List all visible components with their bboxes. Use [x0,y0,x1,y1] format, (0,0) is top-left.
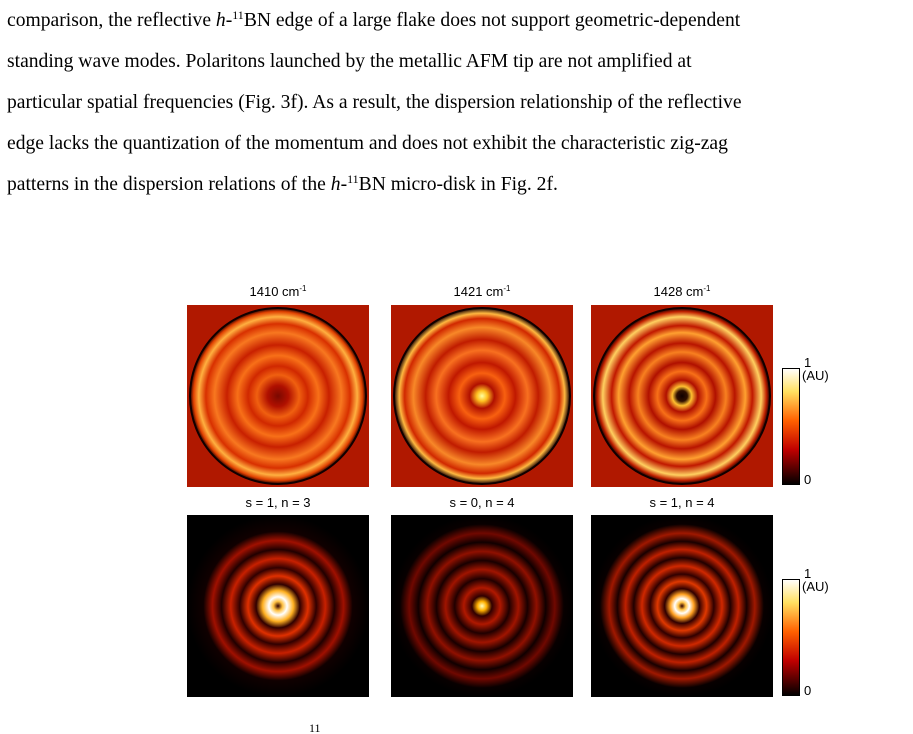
experimental-image-1421 [391,305,573,487]
simulated-image-s0-n4 [391,515,573,697]
body-paragraph: comparison, the reflective h-11BN edge o… [7,0,913,205]
colorbar-top [782,368,800,485]
colorbar-bottom [782,579,800,696]
panel-label-s1-n4: s = 1, n = 4 [649,495,715,510]
colorbar-bottom-max: 1 [804,566,812,581]
simulated-image-s1-n3 [187,515,369,697]
colorbar-top-unit: (AU) [802,368,829,383]
paragraph-line-4: edge lacks the quantization of the momen… [7,133,728,154]
panel-label-1428: 1428 cm-1 [653,284,711,299]
panel-label-1410: 1410 cm-1 [249,284,307,299]
colorbar-top-max: 1 [804,355,812,370]
colorbar-bottom-unit: (AU) [802,579,829,594]
panel-label-s1-n3: s = 1, n = 3 [245,495,311,510]
colorbar-top-min: 0 [804,472,812,487]
paragraph-line-3: particular spatial frequencies (Fig. 3f)… [7,92,742,113]
paragraph-line-5: patterns in the dispersion relations of … [7,172,558,195]
colorbar-bottom-min: 0 [804,683,812,698]
experimental-image-1428 [591,305,773,487]
experimental-image-1410 [187,305,369,487]
panel-label-1421: 1421 cm-1 [453,284,511,299]
simulated-image-s1-n4 [591,515,773,697]
paragraph-line-2: standing wave modes. Polaritons launched… [7,51,692,72]
panel-label-s0-n4: s = 0, n = 4 [449,495,515,510]
caption-fragment: 11 [309,722,321,734]
paragraph-line-1: comparison, the reflective h-11BN edge o… [7,8,741,31]
